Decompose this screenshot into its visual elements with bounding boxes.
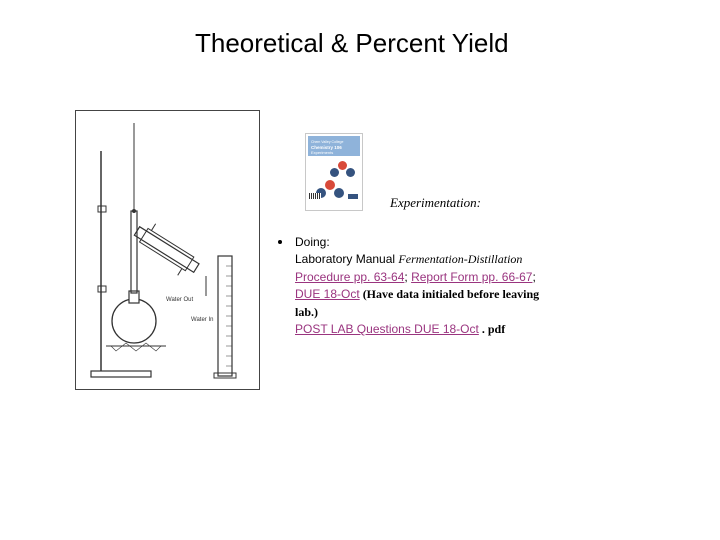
sep2: ; [532,270,535,284]
doing-label: Doing: [295,235,330,249]
page-title: Theoretical & Percent Yield [195,28,509,59]
lab-manual-text: Laboratory Manual [295,252,398,266]
due-date-1-link[interactable]: DUE 18-Oct [295,287,360,301]
postlab-link[interactable]: POST LAB Questions DUE 18-Oct [295,322,479,336]
experimentation-label: Experimentation: [390,195,481,211]
water-out-label: Water Out [166,297,193,303]
report-form-link[interactable]: Report Form pp. 66-67 [411,270,532,284]
cover-body [308,156,360,200]
pdf-suffix: . pdf [479,322,505,336]
bullet-icon [278,240,282,244]
svg-text:Chem Valley College: Chem Valley College [311,140,343,144]
apparatus-svg: Water Out Water In [76,111,261,391]
svg-text:Experiments: Experiments [311,150,333,155]
procedure-link[interactable]: Procedure pp. 63-64 [295,270,404,284]
lab-manual-cover: Chem Valley College Chemistry 106 Experi… [305,133,363,211]
experiment-name: Fermentation-Distillation [398,252,522,266]
cover-header: Chem Valley College Chemistry 106 Experi… [308,136,360,156]
content-block: Doing: Laboratory Manual Fermentation-Di… [295,234,555,338]
distillation-apparatus-figure: Water Out Water In [75,110,260,390]
water-in-label: Water In [191,317,213,323]
